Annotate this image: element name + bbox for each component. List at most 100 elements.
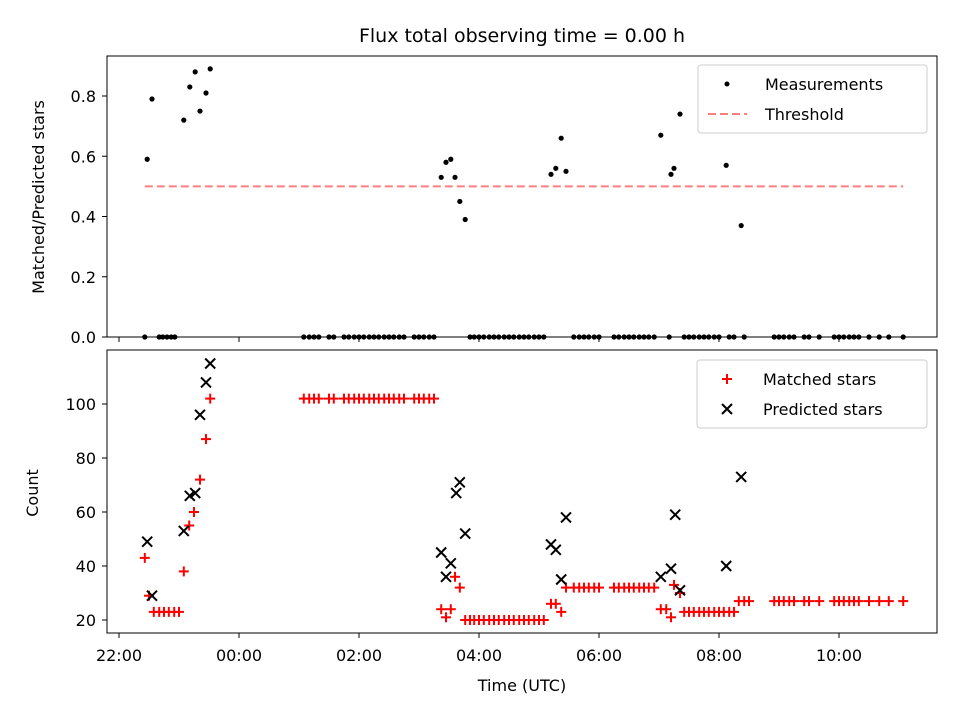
- bottom-y-axis-label: Count: [23, 469, 42, 517]
- matched-star-point: [594, 582, 604, 593]
- matched-star-point: [399, 393, 409, 404]
- legend-predicted-marker: [721, 403, 733, 415]
- matched-star-point: [898, 596, 909, 607]
- measurement-point: [448, 156, 454, 162]
- matched-star-point: [804, 596, 814, 607]
- predicted-star-point: [454, 476, 466, 489]
- matched-star-point: [556, 606, 567, 617]
- top-y-ticks: 0.0 0.2 0.4 0.6 0.8: [71, 87, 107, 347]
- matched-star-point: [178, 566, 189, 577]
- measurement-point: [197, 108, 203, 114]
- matched-star-point: [538, 615, 549, 625]
- measurement-point: [668, 171, 674, 177]
- bottom-x-ticks: 22:00 00:00 02:00 04:00 06:00 08:00 10:00: [96, 633, 862, 665]
- matched-star-point: [814, 596, 825, 607]
- measurement-point: [553, 165, 559, 171]
- bottom-x-tick-label: 22:00: [96, 646, 142, 665]
- chart-title: Flux total observing time = 0.00 h: [359, 25, 685, 47]
- measurement-point: [558, 135, 564, 141]
- predicted-star-point: [435, 546, 447, 559]
- legend-matched-label: Matched stars: [763, 370, 876, 389]
- matched-star-point: [313, 393, 324, 404]
- measurement-point: [457, 198, 463, 205]
- bottom-x-tick-label: 02:00: [336, 646, 382, 665]
- bottom-y-tick-label: 40: [76, 557, 96, 576]
- legend-measurements-label: Measurements: [765, 75, 883, 94]
- predicted-star-point: [440, 571, 452, 583]
- predicted-star-point: [560, 511, 572, 524]
- predicted-star-point: [720, 560, 732, 572]
- matched-star-point: [669, 579, 679, 590]
- measurement-point: [181, 117, 187, 123]
- bottom-legend-box: [696, 359, 928, 429]
- bottom-x-tick-label: 04:00: [456, 646, 502, 665]
- matched-star-point: [328, 393, 339, 404]
- predicted-star-point: [200, 376, 212, 389]
- predicted-star-point: [735, 471, 747, 483]
- matched-star-point: [189, 507, 199, 517]
- matched-star-point: [139, 552, 150, 563]
- matched-star-point: [864, 596, 874, 607]
- measurement-point: [438, 174, 444, 180]
- measurement-point: [207, 66, 213, 72]
- matched-star-point: [195, 474, 205, 485]
- matched-star-point: [744, 596, 754, 607]
- predicted-star-point: [555, 573, 567, 586]
- measurement-point: [723, 162, 729, 168]
- matched-star-point: [174, 606, 184, 617]
- matched-star-point: [789, 596, 799, 607]
- matched-star-point: [436, 604, 447, 615]
- measurement-point: [203, 90, 209, 96]
- matched-star-point: [441, 612, 451, 623]
- predicted-star-point: [550, 544, 562, 556]
- predicted-star-point: [204, 357, 216, 370]
- matched-star-point: [454, 582, 465, 593]
- matched-star-point: [450, 571, 460, 582]
- predicted-star-point: [184, 490, 196, 502]
- bottom-panel: Count Time (UTC) 20 40 60 80 100 22:00 00:00 0…: [23, 349, 938, 695]
- predicted-star-point: [141, 535, 153, 548]
- legend-threshold-label: Threshold: [764, 105, 844, 124]
- predicted-star-point: [655, 571, 667, 583]
- predicted-star-point: [459, 527, 471, 540]
- bottom-data-marks: [139, 357, 909, 625]
- bottom-x-axis-label: Time (UTC): [477, 676, 566, 695]
- matched-star-point: [649, 582, 660, 593]
- top-legend-box: [697, 64, 928, 134]
- measurement-point: [443, 159, 449, 165]
- top-y-tick-label: 0.6: [71, 147, 96, 166]
- matched-star-point: [445, 604, 456, 615]
- matched-star-point: [729, 606, 739, 617]
- measurement-point: [452, 174, 458, 180]
- predicted-star-point: [178, 525, 190, 537]
- top-y-tick-label: 0.4: [71, 208, 96, 227]
- bottom-x-tick-label: 00:00: [216, 646, 262, 665]
- predicted-star-point: [146, 589, 158, 602]
- predicted-star-point: [450, 487, 462, 499]
- predicted-star-point: [189, 487, 201, 499]
- predicted-star-point: [445, 557, 457, 570]
- top-legend: Measurements Threshold: [697, 64, 928, 134]
- top-y-axis-label: Matched/Predicted stars: [29, 100, 48, 294]
- legend-measurements-marker: [724, 81, 730, 87]
- measurement-point: [149, 96, 155, 102]
- matched-star-point: [853, 596, 864, 607]
- matched-star-point: [874, 596, 885, 607]
- matched-star-point: [883, 596, 894, 607]
- bottom-y-tick-label: 80: [76, 449, 96, 468]
- bottom-axes-frame: [106, 349, 938, 634]
- bottom-y-ticks: 20 40 60 80 100: [65, 395, 107, 630]
- bottom-y-tick-label: 100: [65, 395, 96, 414]
- measurement-point: [187, 84, 193, 90]
- matched-star-point: [429, 393, 439, 404]
- predicted-star-point: [665, 562, 677, 575]
- matched-star-point: [666, 612, 676, 623]
- measurement-point: [738, 222, 744, 229]
- matched-star-point: [661, 604, 672, 615]
- measurement-point: [563, 168, 569, 174]
- measurement-point: [144, 156, 150, 162]
- legend-matched-marker: [722, 374, 732, 384]
- matched-star-point: [205, 393, 216, 404]
- measurement-point: [671, 165, 677, 171]
